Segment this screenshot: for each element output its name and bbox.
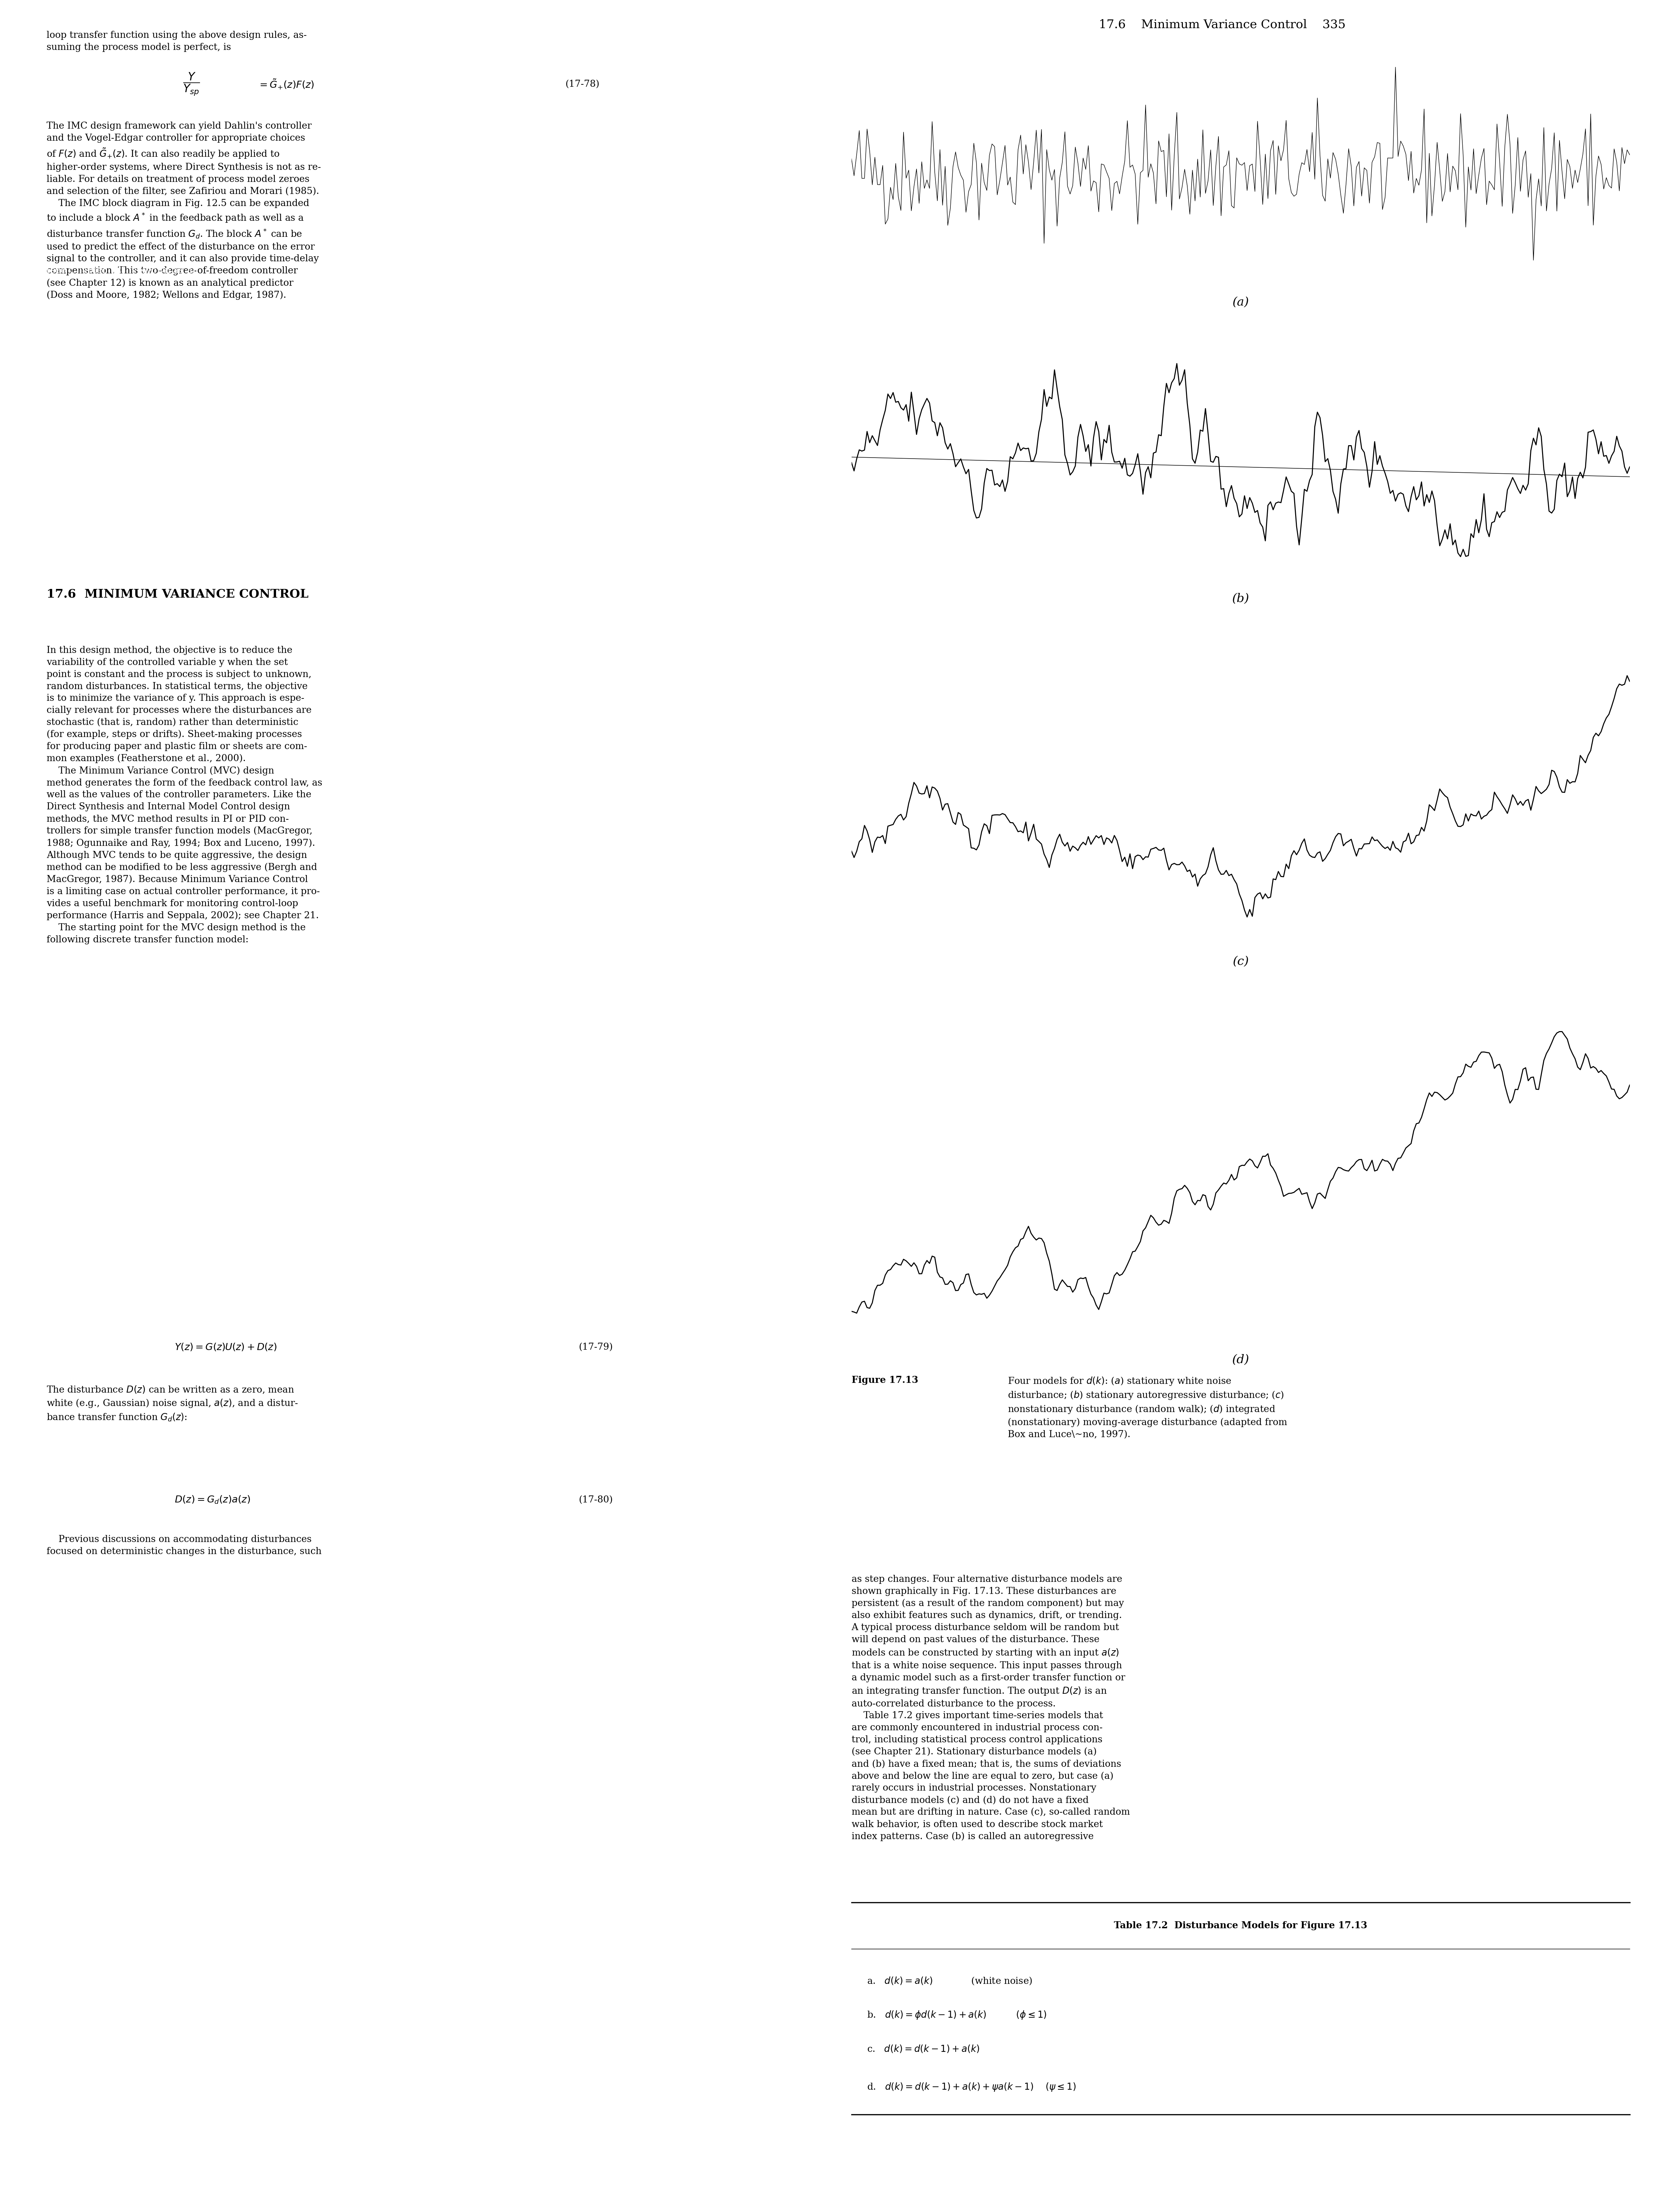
Text: 17.6  MINIMUM VARIANCE CONTROL: 17.6 MINIMUM VARIANCE CONTROL <box>47 588 309 599</box>
Text: (d): (d) <box>1232 1354 1249 1365</box>
Text: The IMC design framework can yield Dahlin's controller
and the Vogel-Edgar contr: The IMC design framework can yield Dahli… <box>47 122 321 301</box>
Text: (17-78): (17-78) <box>565 80 600 88</box>
Text: loop transfer function using the above design rules, as-
suming the process mode: loop transfer function using the above d… <box>47 31 306 53</box>
Text: Figure 17.13: Figure 17.13 <box>851 1376 918 1385</box>
Text: Table 17.2  Disturbance Models for Figure 17.13: Table 17.2 Disturbance Models for Figure… <box>1114 1922 1367 1931</box>
Text: (17-79): (17-79) <box>579 1343 614 1352</box>
Text: Four models for $d(k)$: ($a$) stationary white noise
disturbance; ($b$) stationa: Four models for $d(k)$: ($a$) stationary… <box>1008 1376 1287 1440</box>
Text: $= \tilde{G}_{+}(z)F(z)$: $= \tilde{G}_{+}(z)F(z)$ <box>258 77 314 91</box>
Text: $D(z) = G_d(z)a(z)$: $D(z) = G_d(z)a(z)$ <box>175 1495 251 1504</box>
Text: $\dfrac{Y}{Y_{sp}}$: $\dfrac{Y}{Y_{sp}}$ <box>183 71 200 97</box>
Text: b.   $d(k) = \phi d(k-1) + a(k)$          $(\phi \leq 1)$: b. $d(k) = \phi d(k-1) + a(k)$ $(\phi \l… <box>866 2008 1046 2020</box>
Text: d.   $d(k) = d(k-1) + a(k) + \psi a(k-1)$    $(\psi \leq 1)$: d. $d(k) = d(k-1) + a(k) + \psi a(k-1)$ … <box>866 2081 1076 2093</box>
Text: (see Chapter 12) is known as an: (see Chapter 12) is known as an <box>47 122 201 274</box>
Text: The disturbance $D(z)$ can be written as a zero, mean
white (e.g., Gaussian) noi: The disturbance $D(z)$ can be written as… <box>47 1385 298 1422</box>
Text: In this design method, the objective is to reduce the
variability of the control: In this design method, the objective is … <box>47 646 323 945</box>
Text: (a): (a) <box>1232 296 1249 307</box>
Text: Previous discussions on accommodating disturbances
focused on deterministic chan: Previous discussions on accommodating di… <box>47 1535 321 1557</box>
Text: (17-80): (17-80) <box>579 1495 614 1504</box>
Text: (b): (b) <box>1232 593 1249 604</box>
Text: (c): (c) <box>1232 956 1249 967</box>
Text: a.   $d(k) = a(k)$             (white noise): a. $d(k) = a(k)$ (white noise) <box>866 1975 1033 1986</box>
Text: 17.6    Minimum Variance Control    335: 17.6 Minimum Variance Control 335 <box>1099 18 1345 31</box>
Text: c.   $d(k) = d(k-1) + a(k)$: c. $d(k) = d(k-1) + a(k)$ <box>866 2044 980 2053</box>
Text: $Y(z) = G(z)U(z) + D(z)$: $Y(z) = G(z)U(z) + D(z)$ <box>175 1343 276 1352</box>
Text: as step changes. Four alternative disturbance models are
shown graphically in Fi: as step changes. Four alternative distur… <box>851 1575 1129 1840</box>
